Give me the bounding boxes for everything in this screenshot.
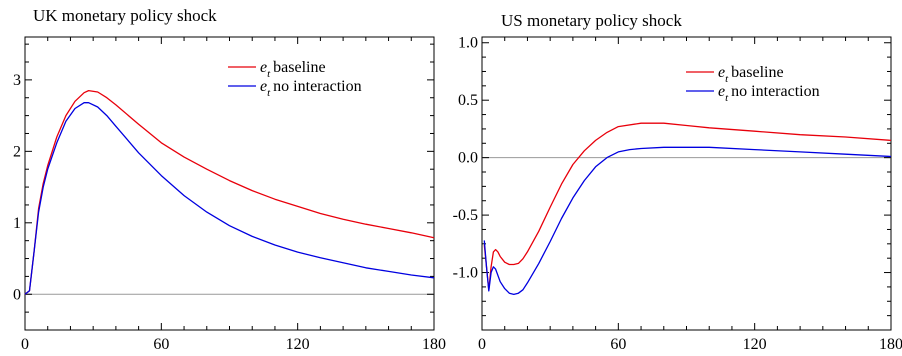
uk-series-line-baseline — [24, 89, 435, 295]
uk-chart-title: UK monetary policy shock — [33, 6, 217, 25]
us-series-line-baseline — [483, 122, 892, 291]
uk-legend-label: et no interaction — [260, 78, 362, 99]
us-panel: US monetary policy shock 0 60 120 180 -1.0 -0.… — [453, 11, 902, 353]
us-x-tick-label: 0 — [478, 336, 486, 353]
uk-y-tick-label: 3 — [13, 72, 21, 89]
uk-x-tick-label: 180 — [422, 336, 446, 353]
us-legend-label: et no interaction — [718, 83, 820, 104]
uk-panel: UK monetary policy shock 0 60 120 180 0 1 2 3 et b… — [13, 6, 446, 353]
us-legend-label: et baseline — [718, 64, 784, 85]
uk-x-tick-label: 60 — [153, 336, 169, 353]
us-x-tick-label: 60 — [610, 336, 626, 353]
uk-y-tick-label: 0 — [13, 286, 21, 303]
uk-legend-label: et baseline — [260, 59, 326, 80]
uk-x-tick-label: 120 — [286, 336, 310, 353]
us-chart-title: US monetary policy shock — [501, 11, 682, 30]
us-y-tick-label: -0.5 — [453, 207, 478, 224]
uk-legend-item: et no interaction — [228, 78, 362, 99]
uk-legend-item: et baseline — [228, 59, 326, 80]
us-x-tick-label: 120 — [743, 336, 767, 353]
us-legend-item: et no interaction — [686, 83, 820, 104]
us-y-tick-label: -1.0 — [453, 265, 478, 282]
uk-y-tick-label: 1 — [13, 215, 21, 232]
us-x-tick-label: 180 — [879, 336, 902, 353]
us-y-tick-label: 0.0 — [458, 150, 478, 167]
us-legend-item: et baseline — [686, 64, 784, 85]
us-series-line-no-interaction — [483, 146, 892, 296]
us-plot-frame — [481, 36, 892, 331]
uk-series-line-no-interaction — [24, 102, 435, 295]
us-y-tick-label: 0.5 — [458, 92, 478, 109]
us-y-tick-label: 1.0 — [458, 35, 478, 52]
uk-y-tick-label: 2 — [13, 143, 21, 160]
uk-plot-frame — [24, 36, 435, 331]
uk-x-tick-label: 0 — [21, 336, 29, 353]
